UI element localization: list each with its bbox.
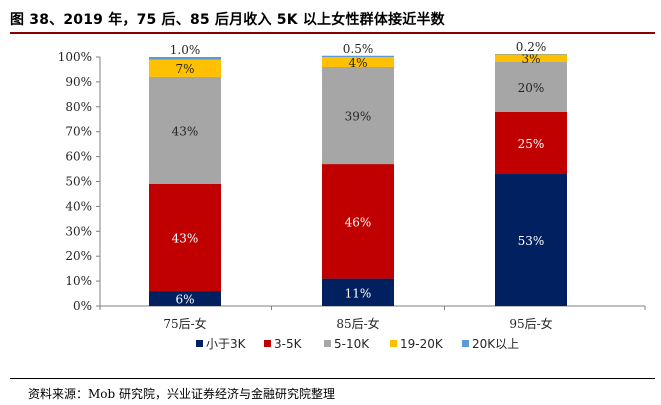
x-tick-label: 85后-女 [336,316,379,331]
bar-segment [322,278,394,306]
data-label: 3% [521,52,540,66]
data-label: 4% [348,56,367,70]
bar-segment [495,111,567,175]
data-label: 7% [175,62,194,76]
bar-segment [322,66,394,165]
legend-swatch [196,340,203,347]
y-tick-label: 20% [65,249,92,263]
footer-divider [10,378,655,379]
y-tick-label: 100% [58,50,92,64]
y-tick-label: 70% [65,125,92,139]
y-tick-label: 50% [65,175,92,189]
y-tick-label: 30% [65,224,92,238]
y-tick-label: 40% [65,199,92,213]
y-tick-label: 0% [73,299,92,313]
x-tick-label: 75后-女 [163,316,206,331]
data-label: 53% [518,234,545,248]
bar-segment [149,291,221,306]
data-label: 43% [172,124,199,138]
legend-label: 3-5K [274,337,303,351]
legend-swatch [462,340,469,347]
data-label: 43% [172,232,199,246]
title-bar: 图 38、2019 年，75 后、85 后月收入 5K 以上女性群体接近半数 [10,6,655,34]
chart-title: 图 38、2019 年，75 后、85 后月收入 5K 以上女性群体接近半数 [10,12,445,28]
bar-segment [322,164,394,279]
bar-segment [495,61,567,112]
bar-segment [495,54,567,62]
bar-segment [322,57,394,67]
legend-label: 19-20K [400,337,444,351]
legend-label: 5-10K [334,337,370,351]
data-label: 11% [345,286,372,300]
bar-segment [149,183,221,292]
data-label: 46% [345,215,372,229]
bar-segment [149,76,221,184]
y-tick-label: 80% [65,100,92,114]
data-label: 6% [175,293,194,307]
data-label: 0.2% [516,40,547,54]
legend-label: 小于3K [206,337,247,351]
data-label: 39% [345,110,372,124]
legend-swatch [324,340,331,347]
y-tick-label: 10% [65,274,92,288]
stacked-bar-chart: 0% 10% 20% 30% 40% 50% 60% 70% 80% 90% 100% 6% 43% 43… [58,40,646,351]
y-tick-label: 60% [65,150,92,164]
source-note: 资料来源：Mob 研究院，兴业证券经济与金融研究院整理 [28,387,336,401]
data-label: 25% [518,137,545,151]
bar-segment [322,55,394,57]
data-label: 0.5% [343,42,374,56]
y-tick-label: 90% [65,75,92,89]
bar-segment [495,174,567,306]
legend-swatch [390,340,397,347]
data-label: 1.0% [170,43,201,57]
data-label: 20% [518,81,545,95]
bar-segment [149,57,221,60]
legend-label: 20K以上 [472,337,519,351]
bar-segment [149,59,221,77]
x-tick-label: 95后-女 [509,316,552,331]
legend-swatch [264,340,271,347]
